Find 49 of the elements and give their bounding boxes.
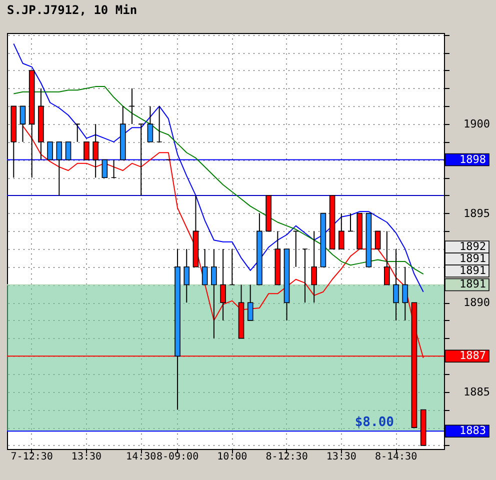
candlestick: [74, 124, 80, 142]
candlestick: [84, 142, 90, 160]
candlestick: [47, 142, 53, 160]
band-label: $8.00: [354, 415, 394, 430]
candlestick: [56, 141, 62, 196]
x-tick-label: 8-09:00: [156, 452, 199, 462]
x-tick-label: 13:30: [326, 452, 356, 462]
candlestick: [110, 159, 117, 178]
candlestick: [138, 124, 144, 196]
candlestick: [229, 248, 236, 286]
ref-line-label: 1898: [460, 152, 486, 166]
candlestick: [393, 248, 399, 321]
y-tick-label: 1890: [464, 296, 490, 310]
ref-line-label: 1883: [460, 424, 486, 438]
line-series: [13, 86, 424, 275]
candlestick: [338, 212, 344, 250]
candlestick: [374, 230, 381, 250]
text: 1891: [460, 264, 486, 277]
text: 1892: [460, 240, 486, 253]
x-tick-label: 8-12:30: [266, 452, 308, 462]
x-tick-label: 7-12:30: [10, 452, 53, 462]
candlestick: [302, 248, 308, 304]
candlestick: [129, 88, 135, 125]
candlestick: [211, 248, 217, 339]
x-tick-label: 10:00: [217, 452, 248, 462]
candlestick: [65, 142, 72, 160]
candlestick: [384, 230, 390, 286]
y-tick-label: 1895: [464, 206, 490, 220]
candlestick: [311, 230, 317, 304]
text: 1891: [460, 252, 486, 265]
candlestick: [147, 106, 154, 142]
x-tick-label: 8-14:30: [374, 452, 418, 462]
candlestick: [102, 159, 108, 178]
candlestick: [402, 266, 408, 321]
candlestick: [292, 230, 299, 268]
candlestick: [348, 212, 354, 232]
candlestick: [20, 106, 26, 142]
y-tick-label: 1885: [464, 385, 490, 398]
x-tick-label: 14:30: [126, 452, 156, 462]
ref-line-label: 1887: [460, 349, 486, 362]
chart-title: S.JP.J7912, 10 Min: [7, 2, 138, 17]
candlestick: [202, 248, 208, 286]
candlestick: [220, 248, 226, 321]
candlestick: [156, 106, 162, 142]
x-tick-label: 13:30: [71, 452, 102, 462]
ref-line-label: 1891: [460, 278, 486, 291]
candlestick: [184, 248, 190, 304]
y-tick-label: 1900: [464, 118, 490, 131]
candlestick: [247, 284, 254, 321]
